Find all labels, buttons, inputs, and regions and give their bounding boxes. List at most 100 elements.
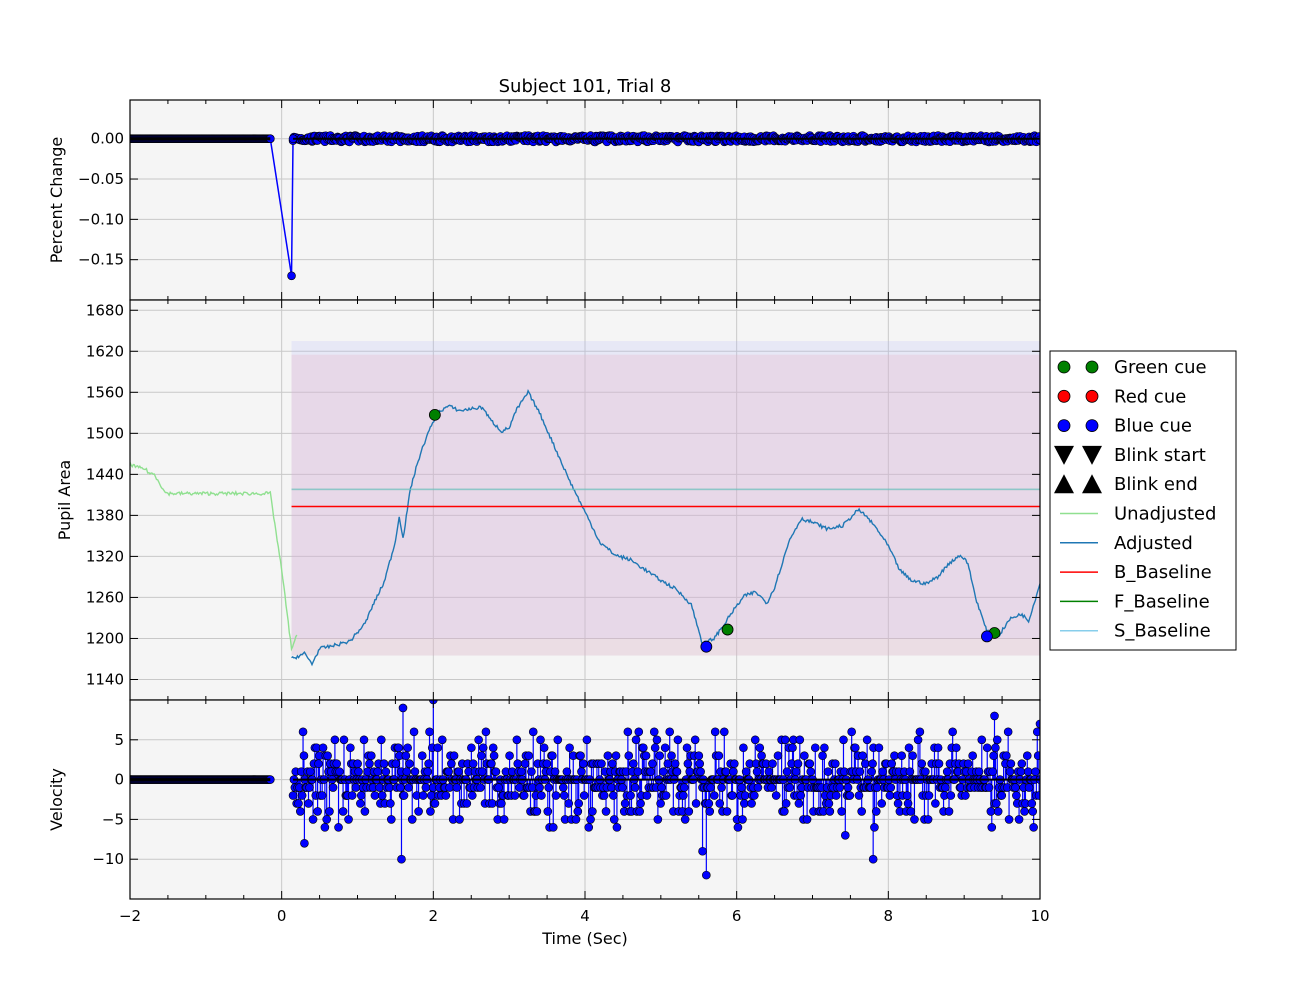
data-point [855, 767, 865, 776]
data-point [573, 807, 583, 816]
data-point [951, 743, 961, 753]
data-point [750, 791, 759, 800]
data-point [527, 767, 536, 776]
data-point [791, 767, 801, 776]
data-point [1002, 751, 1011, 761]
data-point [993, 807, 1003, 816]
data-point [684, 807, 694, 816]
data-point [652, 735, 662, 745]
legend-entry: Blink start [1054, 445, 1206, 466]
data-point [690, 735, 700, 745]
legend-box [1049, 350, 1237, 651]
series-percent-change-points [130, 131, 1040, 281]
data-point [535, 783, 544, 792]
data-point [548, 751, 557, 761]
data-point [338, 807, 348, 816]
data-point [702, 870, 711, 880]
data-point [409, 727, 419, 737]
data-point [805, 759, 815, 768]
data-point [1011, 783, 1020, 792]
data-point [696, 767, 705, 776]
data-point [987, 823, 997, 832]
data-point [1029, 823, 1038, 832]
data-point [764, 767, 774, 776]
data-point [1006, 759, 1016, 768]
data-point [576, 751, 585, 761]
data-point [454, 767, 463, 776]
data-point [356, 799, 365, 808]
data-point [537, 791, 546, 800]
data-point [405, 759, 414, 768]
panel-percent-change: 0.00 −0.05 −0.10 −0.15 Percent Change [47, 99, 1041, 301]
data-point [738, 815, 747, 824]
data-point [601, 807, 611, 816]
data-point [905, 767, 915, 776]
legend-label: Blink end [1114, 474, 1198, 495]
marker-green-cue [721, 623, 734, 636]
data-point [542, 759, 552, 768]
data-point [874, 743, 884, 753]
data-point [660, 743, 670, 753]
data-point [385, 783, 394, 792]
data-point [685, 767, 695, 776]
data-point [704, 799, 714, 808]
data-point [921, 767, 930, 776]
y-axis-label: Velocity [47, 768, 66, 831]
data-point [1005, 767, 1015, 776]
data-point [404, 783, 413, 792]
data-point [623, 727, 633, 737]
data-point [992, 735, 1002, 745]
data-point [452, 783, 462, 792]
data-point [353, 759, 362, 768]
data-point [984, 783, 994, 792]
legend-marker [1054, 445, 1074, 465]
data-point [915, 727, 925, 737]
data-point [682, 743, 692, 753]
legend-entry: Blink end [1054, 474, 1198, 495]
data-point [398, 703, 408, 713]
data-point [868, 759, 877, 768]
y-tick-label: −0.10 [78, 210, 124, 228]
data-point [913, 735, 923, 745]
data-point [287, 271, 296, 281]
x-tick-label: 8 [884, 907, 894, 925]
data-point [831, 791, 841, 800]
data-point [379, 759, 389, 768]
data-point [544, 783, 553, 792]
data-point [903, 799, 913, 808]
marker-blue-cue [981, 630, 993, 643]
data-point [733, 823, 743, 832]
legend-entry: S_Baseline [1060, 621, 1211, 642]
data-point [642, 791, 652, 800]
data-point [908, 751, 917, 761]
data-point [867, 767, 876, 776]
data-point [680, 815, 690, 824]
chart-panels: 0.00 −0.05 −0.10 −0.15 Percent Change 1140 120… [47, 99, 1050, 925]
confidence-band [291, 638, 1040, 656]
data-point [1020, 807, 1029, 816]
data-point [634, 727, 644, 737]
data-point [771, 791, 781, 800]
data-point [823, 767, 833, 776]
data-point [719, 727, 729, 737]
data-point [559, 791, 569, 800]
data-point [562, 767, 572, 776]
data-point [313, 807, 322, 816]
y-tick-label: 1320 [86, 547, 124, 565]
data-point [977, 735, 987, 745]
data-point [649, 727, 659, 737]
data-point [512, 735, 522, 745]
data-point [322, 815, 332, 824]
data-point [657, 783, 666, 792]
data-point [878, 767, 887, 776]
data-point [491, 767, 501, 776]
data-point [948, 727, 957, 737]
data-point [698, 846, 707, 856]
data-point [494, 783, 503, 792]
data-point [414, 807, 423, 816]
data-point [968, 751, 977, 761]
data-point [788, 743, 797, 753]
data-point [394, 743, 403, 753]
data-point [904, 743, 914, 753]
